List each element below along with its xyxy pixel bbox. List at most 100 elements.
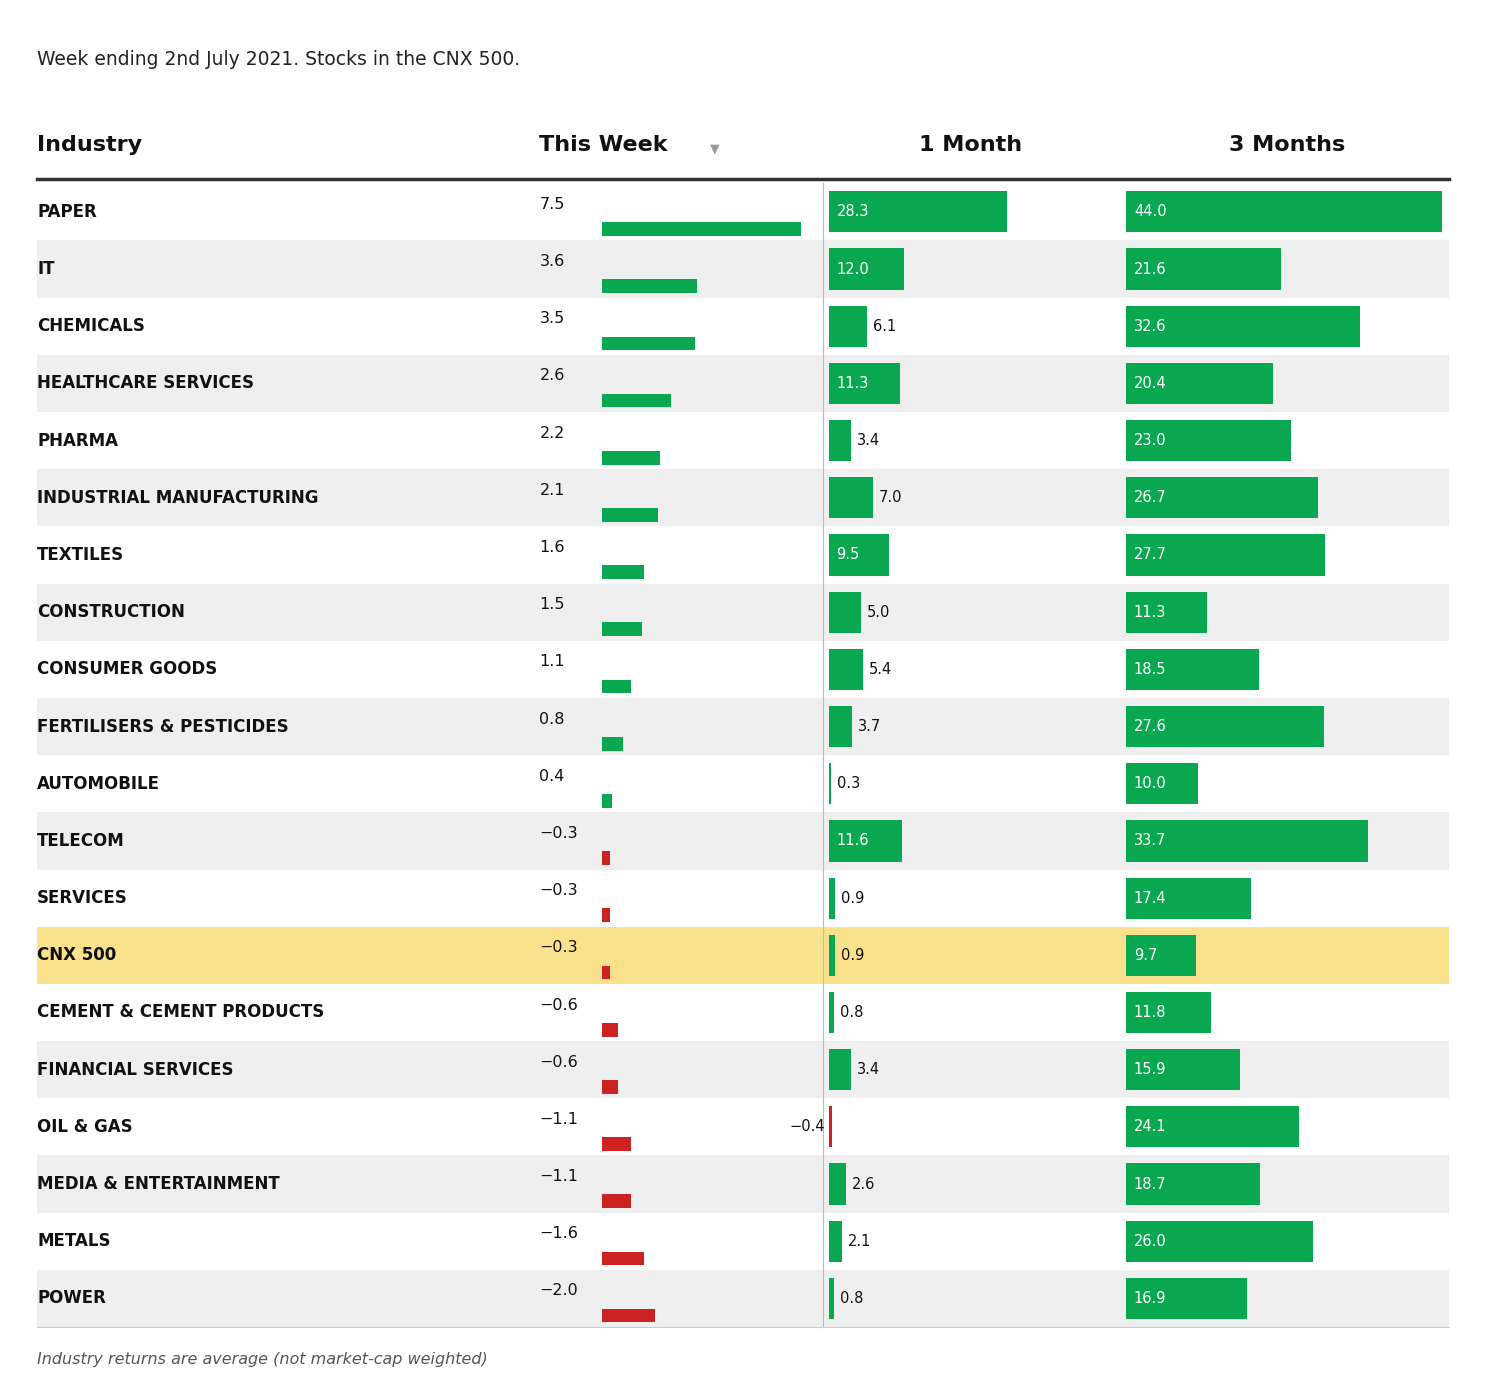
Bar bbox=[1126, 362, 1272, 404]
Bar bbox=[37, 1155, 1449, 1213]
Text: −0.3: −0.3 bbox=[539, 883, 578, 898]
Text: 44.0: 44.0 bbox=[1134, 204, 1167, 219]
Bar bbox=[602, 1309, 655, 1323]
Bar bbox=[37, 298, 1449, 354]
Text: CHEMICALS: CHEMICALS bbox=[37, 317, 146, 335]
Bar bbox=[1126, 420, 1291, 462]
Bar bbox=[602, 794, 612, 808]
Bar bbox=[37, 870, 1449, 926]
Text: −1.6: −1.6 bbox=[539, 1226, 578, 1242]
Bar bbox=[602, 394, 670, 408]
Text: 27.7: 27.7 bbox=[1134, 547, 1167, 562]
Text: −0.3: −0.3 bbox=[539, 940, 578, 955]
Text: 0.9: 0.9 bbox=[841, 948, 865, 963]
Text: ▼: ▼ bbox=[710, 142, 719, 156]
Text: 18.7: 18.7 bbox=[1134, 1177, 1167, 1192]
Text: 27.6: 27.6 bbox=[1134, 719, 1167, 734]
Bar bbox=[37, 183, 1449, 240]
Bar bbox=[602, 966, 609, 980]
Text: 6.1: 6.1 bbox=[874, 318, 896, 333]
Text: 9.5: 9.5 bbox=[837, 547, 860, 562]
Bar bbox=[602, 565, 645, 579]
Bar bbox=[829, 192, 1006, 233]
Bar bbox=[1126, 1049, 1241, 1090]
Bar bbox=[829, 477, 874, 518]
Text: 1.1: 1.1 bbox=[539, 655, 565, 670]
Bar bbox=[1126, 706, 1324, 747]
Bar bbox=[829, 362, 901, 404]
Text: −0.4: −0.4 bbox=[789, 1119, 825, 1134]
Text: 3.4: 3.4 bbox=[856, 1062, 880, 1078]
Bar bbox=[829, 1277, 834, 1319]
Bar bbox=[37, 469, 1449, 526]
Bar bbox=[829, 992, 834, 1034]
Text: 1.6: 1.6 bbox=[539, 540, 565, 555]
Bar bbox=[602, 222, 801, 236]
Bar bbox=[37, 412, 1449, 469]
Text: −1.1: −1.1 bbox=[539, 1112, 578, 1127]
Bar bbox=[1126, 1221, 1312, 1262]
Bar bbox=[1126, 591, 1207, 633]
Text: 3 Months: 3 Months bbox=[1229, 135, 1346, 154]
Text: 2.1: 2.1 bbox=[849, 1233, 872, 1248]
Bar bbox=[829, 820, 902, 861]
Bar bbox=[829, 535, 889, 576]
Bar bbox=[1126, 248, 1281, 289]
Text: −1.1: −1.1 bbox=[539, 1169, 578, 1184]
Bar bbox=[37, 526, 1449, 584]
Bar bbox=[37, 641, 1449, 699]
Text: Week ending 2nd July 2021. Stocks in the CNX 500.: Week ending 2nd July 2021. Stocks in the… bbox=[37, 50, 520, 69]
Bar bbox=[829, 763, 831, 805]
Bar bbox=[829, 1221, 843, 1262]
Bar bbox=[1126, 934, 1196, 976]
Text: FERTILISERS & PESTICIDES: FERTILISERS & PESTICIDES bbox=[37, 718, 288, 736]
Bar bbox=[1126, 649, 1259, 690]
Bar bbox=[1126, 477, 1318, 518]
Text: 0.3: 0.3 bbox=[837, 776, 860, 791]
Bar bbox=[602, 623, 642, 637]
Bar bbox=[829, 420, 850, 462]
Bar bbox=[37, 356, 1449, 412]
Bar bbox=[1126, 192, 1441, 233]
Bar bbox=[829, 306, 868, 347]
Bar bbox=[602, 1137, 632, 1151]
Bar bbox=[1126, 306, 1360, 347]
Text: OIL & GAS: OIL & GAS bbox=[37, 1118, 132, 1135]
Text: 2.6: 2.6 bbox=[539, 368, 565, 383]
Bar bbox=[37, 1098, 1449, 1155]
Text: 33.7: 33.7 bbox=[1134, 834, 1167, 849]
Text: 2.6: 2.6 bbox=[851, 1177, 875, 1192]
Text: 23.0: 23.0 bbox=[1134, 433, 1167, 448]
Bar bbox=[829, 878, 835, 919]
Text: 0.8: 0.8 bbox=[840, 1291, 863, 1306]
Bar bbox=[37, 1213, 1449, 1271]
Text: 5.0: 5.0 bbox=[866, 605, 890, 620]
Text: 3.5: 3.5 bbox=[539, 311, 565, 327]
Text: 1 Month: 1 Month bbox=[918, 135, 1022, 154]
Text: 18.5: 18.5 bbox=[1134, 661, 1167, 677]
Bar bbox=[1126, 992, 1211, 1034]
Bar bbox=[37, 697, 1449, 755]
Text: −0.6: −0.6 bbox=[539, 998, 578, 1013]
Bar bbox=[829, 1107, 832, 1148]
Text: 32.6: 32.6 bbox=[1134, 318, 1167, 333]
Text: 12.0: 12.0 bbox=[837, 262, 869, 277]
Text: 11.6: 11.6 bbox=[837, 834, 869, 849]
Bar bbox=[829, 934, 835, 976]
Bar bbox=[602, 1080, 618, 1094]
Text: 15.9: 15.9 bbox=[1134, 1062, 1167, 1078]
Text: 1.5: 1.5 bbox=[539, 597, 565, 612]
Text: 21.6: 21.6 bbox=[1134, 262, 1167, 277]
Bar bbox=[1126, 1107, 1299, 1148]
Text: INDUSTRIAL MANUFACTURING: INDUSTRIAL MANUFACTURING bbox=[37, 489, 318, 507]
Bar bbox=[602, 1251, 645, 1265]
Bar bbox=[1126, 535, 1326, 576]
Text: 9.7: 9.7 bbox=[1134, 948, 1158, 963]
Text: 26.0: 26.0 bbox=[1134, 1233, 1167, 1248]
Text: Industry returns are average (not market-cap weighted): Industry returns are average (not market… bbox=[37, 1352, 487, 1367]
Text: CONSUMER GOODS: CONSUMER GOODS bbox=[37, 660, 217, 678]
Text: 2.1: 2.1 bbox=[539, 482, 565, 497]
Text: CEMENT & CEMENT PRODUCTS: CEMENT & CEMENT PRODUCTS bbox=[37, 1003, 324, 1021]
Text: PAPER: PAPER bbox=[37, 203, 97, 220]
Text: 0.8: 0.8 bbox=[539, 711, 565, 726]
